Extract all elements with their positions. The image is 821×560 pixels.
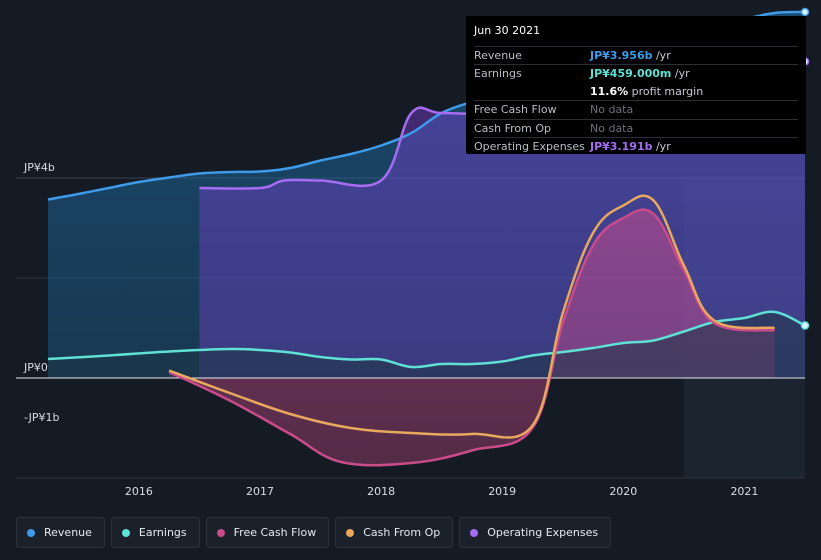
tooltip-value: JP¥3.956b	[590, 49, 653, 62]
tooltip-row-revenue: Revenue JP¥3.956b /yr	[474, 46, 798, 64]
tooltip-value: No data	[590, 121, 634, 135]
y-tick-label: JP¥0	[23, 361, 48, 374]
tooltip-label: Free Cash Flow	[474, 103, 557, 117]
tooltip-label: Operating Expenses	[474, 139, 585, 153]
tooltip-unit: /yr	[652, 49, 671, 62]
tooltip-value: JP¥459.000m	[590, 67, 672, 81]
tooltip-value: JP¥3.191b	[590, 139, 653, 153]
data-tooltip: Jun 30 2021 Revenue JP¥3.956b /yr Earnin…	[466, 16, 806, 154]
free-cash-flow-area	[169, 209, 775, 466]
tooltip-row-operating-expenses: Operating Expenses JP¥3.191b /yr	[474, 136, 798, 155]
revenue-end-point	[800, 7, 810, 17]
tooltip-date: Jun 30 2021	[474, 24, 541, 37]
x-tick-label: 2021	[730, 485, 758, 498]
x-tick-label: 2018	[367, 485, 395, 498]
free-cash-flow-dot-icon	[216, 528, 225, 537]
tooltip-value: 11.6%	[590, 84, 629, 98]
chart-legend: Revenue Earnings Free Cash Flow Cash Fro…	[16, 517, 612, 548]
cash-from-op-line	[168, 194, 775, 439]
legend-item-earnings[interactable]: Earnings	[110, 517, 200, 548]
x-tick-label: 2017	[246, 485, 274, 498]
tooltip-row-earnings: Earnings JP¥459.000m /yr	[474, 64, 798, 82]
tooltip-label: Revenue	[474, 49, 522, 62]
legend-label: Cash From Op	[363, 526, 441, 539]
y-tick-label: JP¥4b	[23, 161, 55, 174]
legend-item-cash-from-op[interactable]: Cash From Op	[335, 517, 454, 548]
legend-item-free-cash-flow[interactable]: Free Cash Flow	[205, 517, 330, 548]
tooltip-unit: /yr	[652, 139, 671, 153]
legend-label: Earnings	[138, 526, 187, 539]
legend-item-revenue[interactable]: Revenue	[16, 517, 105, 548]
cash-from-op-dot-icon	[346, 528, 355, 537]
x-tick-label: 2020	[609, 485, 637, 498]
earnings-dot-icon	[121, 528, 130, 537]
tooltip-label: Earnings	[474, 67, 522, 81]
tooltip-value: No data	[590, 103, 634, 117]
tooltip-label	[474, 83, 590, 100]
earnings-line	[47, 310, 806, 369]
tooltip-unit: /yr	[671, 67, 690, 81]
tooltip-label: Cash From Op	[474, 121, 552, 135]
legend-label: Operating Expenses	[487, 526, 599, 539]
earnings-end-point	[800, 321, 810, 330]
earnings-area	[48, 311, 805, 378]
legend-label: Revenue	[44, 526, 92, 539]
revenue-dot-icon	[27, 528, 35, 537]
y-tick-label: -JP¥1b	[24, 411, 59, 424]
tooltip-unit: profit margin	[628, 84, 704, 98]
legend-label: Free Cash Flow	[233, 526, 317, 539]
legend-item-operating-expenses[interactable]: Operating Expenses	[459, 517, 612, 548]
tooltip-row-free-cash-flow: Free Cash Flow No data	[474, 100, 798, 118]
tooltip-row-margin: 11.6% profit margin	[474, 83, 798, 100]
x-tick-label: 2016	[125, 485, 153, 498]
operating-expenses-dot-icon	[470, 528, 479, 537]
x-tick-label: 2019	[488, 485, 516, 498]
tooltip-row-cash-from-op: Cash From Op No data	[474, 118, 798, 137]
